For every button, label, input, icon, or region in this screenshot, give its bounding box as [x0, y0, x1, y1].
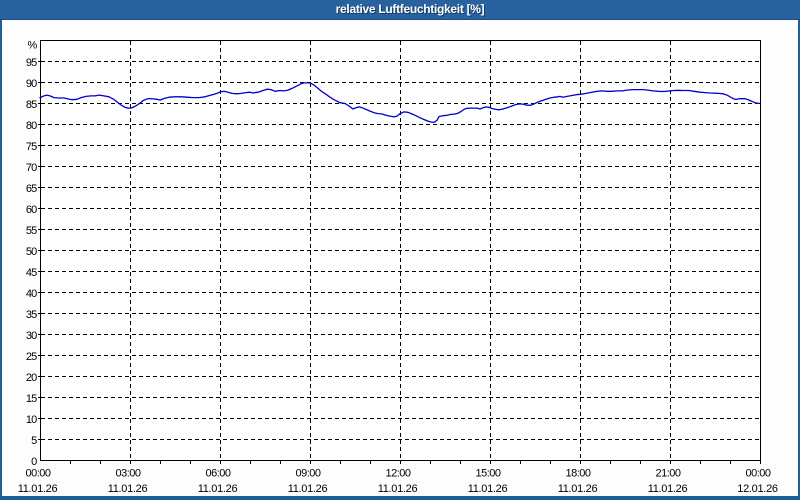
svg-text:11.01.26: 11.01.26 — [198, 483, 238, 495]
svg-text:80: 80 — [26, 120, 37, 132]
svg-text:12.01.26: 12.01.26 — [737, 483, 778, 495]
svg-text:95: 95 — [26, 57, 37, 69]
svg-text:21:00: 21:00 — [655, 468, 680, 480]
svg-text:11.01.26: 11.01.26 — [288, 483, 328, 495]
svg-text:15:00: 15:00 — [475, 468, 500, 480]
svg-text:relative Luftfeuchtigkeit [%]: relative Luftfeuchtigkeit [%] — [336, 2, 485, 16]
svg-text:20: 20 — [26, 372, 37, 384]
svg-text:15: 15 — [26, 393, 37, 405]
svg-text:11.01.26: 11.01.26 — [468, 483, 508, 495]
svg-text:03:00: 03:00 — [115, 468, 140, 480]
svg-text:65: 65 — [26, 183, 37, 195]
svg-text:11.01.26: 11.01.26 — [108, 483, 148, 495]
svg-text:relative Luftfeuchtigkeit [%]: relative Luftfeuchtigkeit [%] — [337, 3, 486, 17]
svg-text:10: 10 — [26, 414, 37, 426]
svg-text:00:00: 00:00 — [25, 468, 50, 480]
svg-text:%: % — [28, 40, 38, 52]
svg-text:5: 5 — [31, 435, 37, 447]
svg-text:09:00: 09:00 — [295, 468, 320, 480]
svg-text:85: 85 — [26, 99, 37, 111]
svg-text:30: 30 — [26, 330, 37, 342]
svg-text:75: 75 — [26, 141, 37, 153]
svg-text:06:00: 06:00 — [205, 468, 230, 480]
svg-text:11.01.26: 11.01.26 — [648, 483, 688, 495]
svg-text:50: 50 — [26, 246, 37, 258]
svg-text:11.01.26: 11.01.26 — [558, 483, 598, 495]
svg-text:70: 70 — [26, 162, 37, 174]
svg-text:45: 45 — [26, 267, 37, 279]
svg-text:11.01.26: 11.01.26 — [18, 483, 58, 495]
svg-text:40: 40 — [26, 288, 37, 300]
svg-text:90: 90 — [26, 78, 37, 90]
svg-text:11.01.26: 11.01.26 — [378, 483, 418, 495]
svg-text:60: 60 — [26, 204, 37, 216]
svg-text:0: 0 — [31, 456, 37, 468]
svg-text:25: 25 — [26, 351, 37, 363]
svg-text:55: 55 — [26, 225, 37, 237]
svg-text:12:00: 12:00 — [385, 468, 410, 480]
svg-text:35: 35 — [26, 309, 37, 321]
svg-text:00:00: 00:00 — [745, 468, 770, 480]
svg-text:18:00: 18:00 — [565, 468, 590, 480]
